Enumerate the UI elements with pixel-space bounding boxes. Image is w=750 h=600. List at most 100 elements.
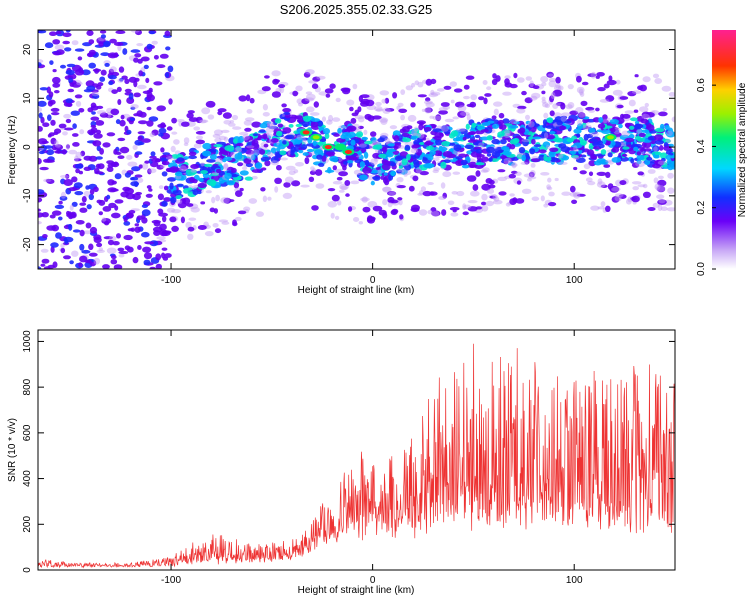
spectrogram-cell (639, 146, 645, 152)
spectrogram-cell (381, 163, 391, 171)
spectrogram-cell (498, 119, 504, 125)
spectrogram-cell (176, 183, 184, 187)
spectrogram-cell (455, 101, 465, 108)
spectrogram-cell (425, 145, 435, 151)
spectrogram-cell (54, 150, 63, 154)
spectrogram-cell (235, 146, 242, 151)
spectrogram-cell (510, 163, 518, 167)
spectrogram-cell (39, 145, 44, 151)
spectrogram-cell (279, 86, 285, 94)
spectrogram-cell (67, 88, 75, 93)
spectrogram-cell (60, 64, 66, 69)
spectrogram-cell (133, 80, 138, 88)
spectrogram-cell (180, 164, 188, 170)
spectrogram-cell (84, 259, 92, 264)
spectrogram-cell (580, 100, 588, 107)
spectrogram-cell (95, 120, 105, 126)
spectrogram-cell (214, 137, 222, 143)
spectrogram-cell (624, 110, 635, 114)
spectrogram-cell (251, 169, 262, 173)
spectrogram-cell (101, 217, 107, 222)
spectrogram-cell (61, 149, 67, 155)
spectrogram-cell (328, 114, 333, 122)
spectrogram-cell (124, 172, 131, 178)
spectrogram-cell (401, 158, 408, 166)
spectrogram-cell (134, 181, 139, 188)
spectrogram-cell (111, 255, 117, 260)
spectrogram-cell (54, 144, 61, 148)
spectrogram-cell (658, 111, 668, 117)
spectrogram-cell (547, 177, 552, 183)
spectrogram-cell (281, 103, 287, 108)
spectrogram-cell (92, 68, 102, 73)
spectrogram-cell (611, 140, 616, 146)
spectrogram-cell (588, 160, 596, 167)
spectrogram-cell (601, 129, 611, 134)
spectrogram-cell (410, 147, 419, 154)
spectrogram-cell (75, 100, 82, 107)
spectrogram-cell (582, 121, 587, 129)
spectrogram-cell (449, 207, 460, 211)
spectrogram-cell (211, 196, 216, 204)
spectrogram-cell (350, 139, 356, 146)
spectrogram-cell (224, 172, 232, 180)
spectrogram-cell (310, 112, 320, 116)
spectrogram-cell (316, 154, 323, 160)
spectrogram-cell (265, 127, 275, 133)
spectrogram-cell (242, 166, 248, 171)
spectrogram-cell (392, 92, 398, 99)
spectrogram-cell (480, 129, 489, 133)
spectrogram-cell (576, 86, 585, 94)
spectrogram-xlabel: Height of straight line (km) (298, 285, 415, 296)
spectrogram-cell (543, 203, 549, 208)
spectrogram-cell (602, 114, 608, 121)
spectrogram-cell (549, 95, 555, 103)
spectrogram-cell (384, 108, 395, 112)
spectrogram-cell (540, 76, 549, 83)
spectrogram-cell (51, 210, 62, 216)
spectrogram-cell (233, 138, 238, 144)
spectrogram-cell (547, 73, 554, 77)
spectrogram-cell (396, 177, 404, 183)
spectrogram-cell (668, 143, 674, 147)
spectrogram-cell (195, 135, 204, 140)
spectrogram-cell (655, 127, 665, 133)
spectrogram-cell (117, 99, 122, 105)
spectrogram-cell (567, 102, 575, 109)
spectrogram-cell (609, 118, 619, 125)
spectrogram-cell (573, 166, 578, 171)
spectrogram-cell (83, 190, 91, 197)
spectrogram-cell (88, 252, 98, 257)
spectrogram-cell (641, 113, 650, 120)
spectrogram-cell (99, 30, 107, 34)
spectrogram-cell (577, 119, 583, 127)
spectrogram-cell (92, 94, 100, 99)
spectrogram-cell (488, 157, 493, 162)
spectrogram-cell (54, 144, 63, 151)
spectrogram-cell (114, 205, 119, 211)
spectrogram-cell (187, 187, 193, 191)
spectrogram-cell (599, 99, 610, 103)
spectrogram-cell (123, 234, 133, 241)
spectrogram-cell (654, 139, 665, 145)
spectrogram-cell (255, 211, 264, 217)
spectrogram-cell (390, 162, 396, 167)
spectrogram-cell (251, 154, 256, 161)
spectrogram-cell (619, 96, 629, 100)
spectrogram-cell (131, 166, 141, 172)
spectrogram-cell (75, 151, 83, 159)
spectrogram-cell (571, 199, 578, 204)
spectrogram-cell (440, 124, 450, 132)
spectrogram-cell (560, 102, 566, 110)
spectrogram-cell (393, 145, 398, 151)
spectrogram-cell (637, 171, 644, 176)
spectrogram-hotspot (336, 145, 344, 150)
spectrogram-cell (491, 138, 501, 145)
spectrogram-cell (532, 136, 542, 140)
spectrogram-cell (644, 159, 651, 166)
spectrogram-cell (438, 146, 448, 152)
spectrogram-cell (430, 124, 436, 129)
spectrogram-cell (671, 148, 675, 153)
spectrogram-cell (171, 131, 178, 135)
